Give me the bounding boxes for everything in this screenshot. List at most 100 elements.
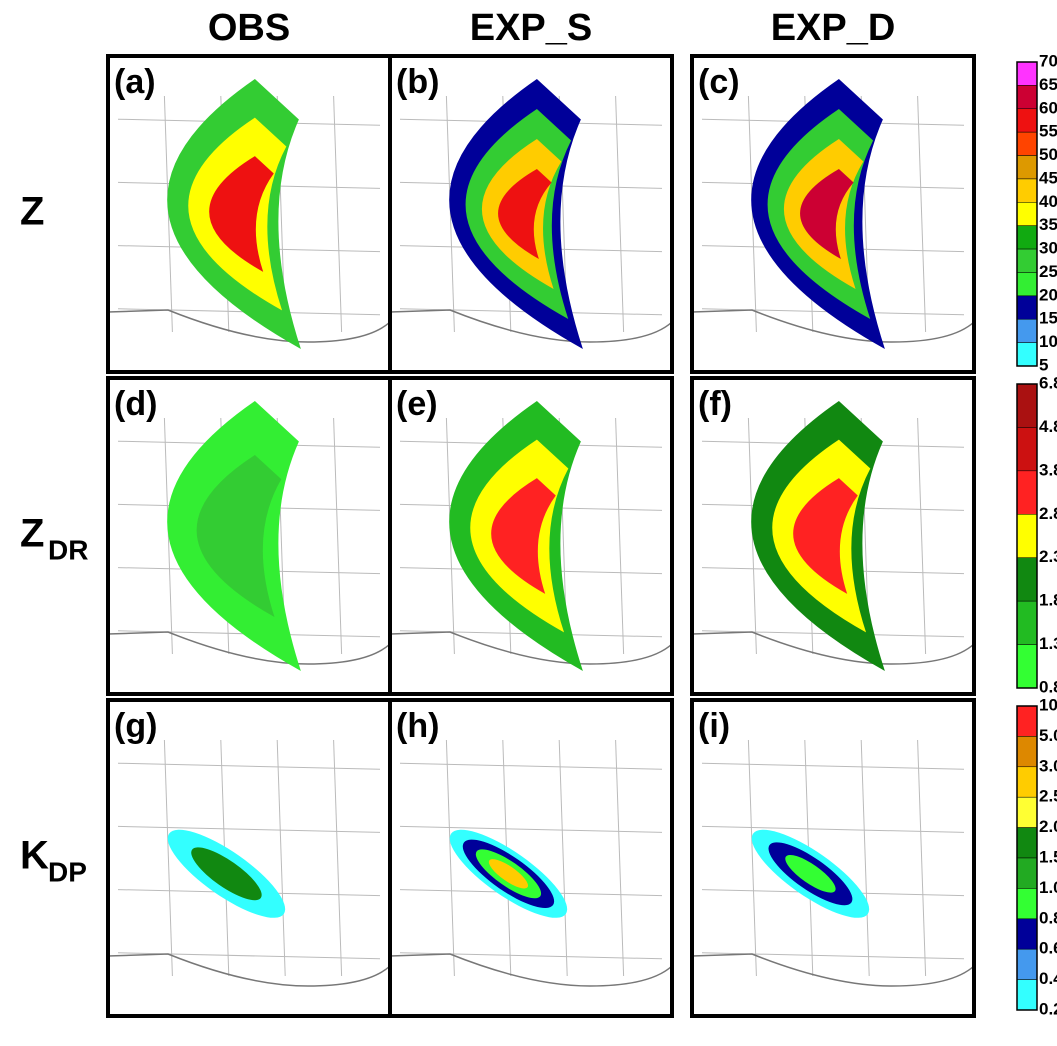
row-label-sub: DR bbox=[48, 534, 88, 565]
panel: (e) bbox=[388, 376, 674, 696]
colorbar-frame bbox=[1016, 61, 1038, 367]
colorbar-segment bbox=[1016, 948, 1038, 980]
state-border bbox=[691, 309, 975, 343]
panel-label: (h) bbox=[396, 707, 439, 745]
colorbar-label: 3.0 bbox=[1039, 756, 1057, 775]
panel-frame bbox=[388, 54, 674, 374]
colorbar-segment bbox=[1016, 295, 1038, 320]
panel: (f) bbox=[690, 376, 976, 696]
panel-label: (d) bbox=[114, 385, 157, 423]
colorbar-segment bbox=[1016, 202, 1038, 226]
colorbar-segment bbox=[1016, 85, 1038, 110]
colorbar-label: 40 bbox=[1039, 192, 1057, 211]
panel: (d) bbox=[106, 376, 392, 696]
colorbar-segment bbox=[1016, 888, 1038, 920]
state-border bbox=[107, 631, 391, 665]
panel-label: (f) bbox=[698, 385, 732, 423]
county-line bbox=[163, 739, 173, 977]
colorbar-label: 0.8 bbox=[1039, 677, 1057, 696]
county-line bbox=[615, 739, 625, 977]
panel: (g) bbox=[106, 698, 392, 1018]
colorbar-segment bbox=[1016, 155, 1038, 180]
state-border bbox=[691, 631, 975, 665]
colorbar-segment bbox=[1016, 557, 1038, 602]
colorbar-segment bbox=[1016, 108, 1038, 133]
panel-label: (i) bbox=[698, 707, 730, 745]
colorbar-label: 65 bbox=[1039, 75, 1057, 94]
county-line bbox=[558, 739, 568, 977]
state-border bbox=[691, 953, 975, 987]
colorbar-segment bbox=[1016, 318, 1038, 343]
colorbar-segment bbox=[1016, 342, 1038, 367]
colorbar-label: 10.0 bbox=[1039, 695, 1057, 714]
county-line bbox=[701, 762, 965, 770]
colorbar-label: 6.8 bbox=[1039, 373, 1057, 392]
colorbar-label: 70 bbox=[1039, 51, 1057, 70]
colorbar-label: 2.8 bbox=[1039, 504, 1057, 523]
panel-frame bbox=[388, 376, 674, 696]
colorbar-label: 0.4 bbox=[1039, 969, 1057, 988]
colorbar-label: 50 bbox=[1039, 145, 1057, 164]
panel: (c) bbox=[690, 54, 976, 374]
colorbar-label: 0.2 bbox=[1039, 999, 1057, 1018]
colorbar-label: 55 bbox=[1039, 122, 1057, 141]
county-line bbox=[917, 739, 927, 977]
panel-label: (e) bbox=[396, 385, 438, 423]
colorbar-label: 5.0 bbox=[1039, 726, 1057, 745]
echo bbox=[196, 455, 282, 617]
colorbar-label: 35 bbox=[1039, 215, 1057, 234]
county-line bbox=[917, 417, 927, 655]
county-line bbox=[860, 739, 870, 977]
county-line bbox=[615, 417, 625, 655]
county-line bbox=[399, 762, 663, 770]
colorbar-segment bbox=[1016, 766, 1038, 798]
state-border bbox=[389, 953, 673, 987]
colorbar-frame bbox=[1016, 383, 1038, 689]
colorbar-label: 0.8 bbox=[1039, 908, 1057, 927]
state-border bbox=[389, 631, 673, 665]
colorbar-label: 1.3 bbox=[1039, 634, 1057, 653]
panel-label: (b) bbox=[396, 63, 439, 101]
colorbar-frame bbox=[1016, 705, 1038, 1011]
row-label: Z bbox=[20, 512, 44, 556]
colorbar-label: 2.3 bbox=[1039, 547, 1057, 566]
column-header: EXP_D bbox=[771, 7, 896, 49]
colorbar-segment bbox=[1016, 470, 1038, 515]
colorbar-label: 1.5 bbox=[1039, 847, 1057, 866]
colorbar-segment bbox=[1016, 600, 1038, 645]
panel-frame bbox=[690, 376, 976, 696]
colorbar-label: 15 bbox=[1039, 309, 1057, 328]
colorbar-label: 30 bbox=[1039, 239, 1057, 258]
echo bbox=[498, 169, 552, 259]
colorbar-segment bbox=[1016, 248, 1038, 273]
colorbar-segment bbox=[1016, 178, 1038, 203]
panel-label: (a) bbox=[114, 63, 156, 101]
colorbar-segment bbox=[1016, 979, 1038, 1011]
colorbar-segment bbox=[1016, 796, 1038, 828]
colorbar-segment bbox=[1016, 131, 1038, 156]
colorbar-segment bbox=[1016, 383, 1038, 428]
column-header: OBS bbox=[208, 7, 290, 49]
panel-bg bbox=[692, 700, 974, 1016]
echo bbox=[491, 478, 556, 594]
state-border bbox=[107, 953, 391, 987]
panel: (i) bbox=[690, 698, 976, 1018]
colorbar-segment bbox=[1016, 857, 1038, 889]
colorbar-label: 2.0 bbox=[1039, 817, 1057, 836]
county-line bbox=[747, 739, 757, 977]
colorbar-label: 1.0 bbox=[1039, 878, 1057, 897]
panel-bg bbox=[390, 700, 672, 1016]
row-label: Z bbox=[20, 190, 44, 234]
colorbar-segment bbox=[1016, 272, 1038, 297]
panel-frame bbox=[388, 698, 674, 1018]
county-line bbox=[333, 95, 343, 333]
echo bbox=[800, 169, 854, 259]
colorbar-label: 5 bbox=[1039, 355, 1048, 374]
panel-frame bbox=[690, 698, 976, 1018]
panel-bg bbox=[108, 700, 390, 1016]
colorbar-segment bbox=[1016, 61, 1038, 86]
column-header: EXP_S bbox=[470, 7, 593, 49]
colorbar-segment bbox=[1016, 827, 1038, 859]
echo bbox=[793, 478, 858, 594]
